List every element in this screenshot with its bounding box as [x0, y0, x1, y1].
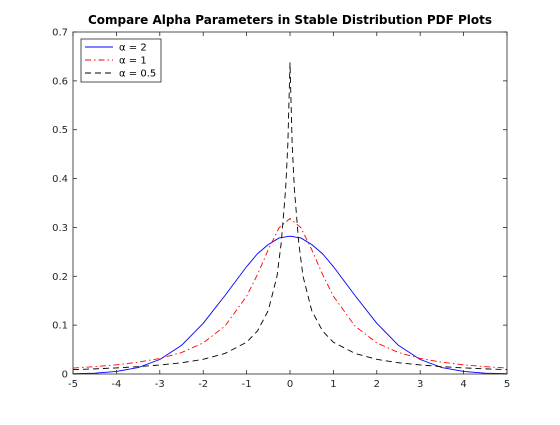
chart-title: Compare Alpha Parameters in Stable Distr… — [88, 13, 492, 27]
y-tick-label: 0.5 — [52, 125, 68, 136]
y-tick-label: 0.3 — [52, 223, 68, 234]
y-tick-label: 0.1 — [52, 321, 68, 332]
x-tick-label: -4 — [111, 379, 121, 390]
legend: α = 2 α = 1 α = 0.5 — [80, 38, 162, 83]
y-tick-label: 0.4 — [52, 174, 68, 185]
y-tick-label: 0 — [62, 370, 68, 381]
x-tick-label: 2 — [374, 379, 380, 390]
series-layer — [72, 62, 508, 375]
x-tick-label: 3 — [417, 379, 423, 390]
x-tick-label: 1 — [330, 379, 336, 390]
x-tick-label: -5 — [68, 379, 78, 390]
legend-label-1: α = 2 — [119, 43, 147, 54]
x-tick-label: -3 — [155, 379, 165, 390]
x-tick-label: 5 — [504, 379, 510, 390]
y-tick-label: 0.7 — [52, 28, 68, 39]
legend-label-3: α = 0.5 — [119, 69, 156, 80]
x-tick-label: -1 — [242, 379, 252, 390]
y-tick-label: 0.2 — [52, 272, 68, 283]
ticks-layer: -5 -4 -3 -2 -1 0 1 2 3 4 5 0 0.1 0.2 0.3 0.4 0.5 0.6 0.7 — [52, 28, 510, 391]
legend-label-2: α = 1 — [119, 56, 147, 67]
series-line-3 — [72, 62, 508, 371]
plot-area — [73, 32, 507, 374]
series-line-1 — [72, 235, 508, 375]
x-tick-label: 4 — [460, 379, 466, 390]
x-tick-label: -2 — [198, 379, 208, 390]
series-line-2 — [72, 218, 508, 369]
y-tick-label: 0.6 — [52, 76, 68, 87]
x-tick-label: 0 — [287, 379, 293, 390]
